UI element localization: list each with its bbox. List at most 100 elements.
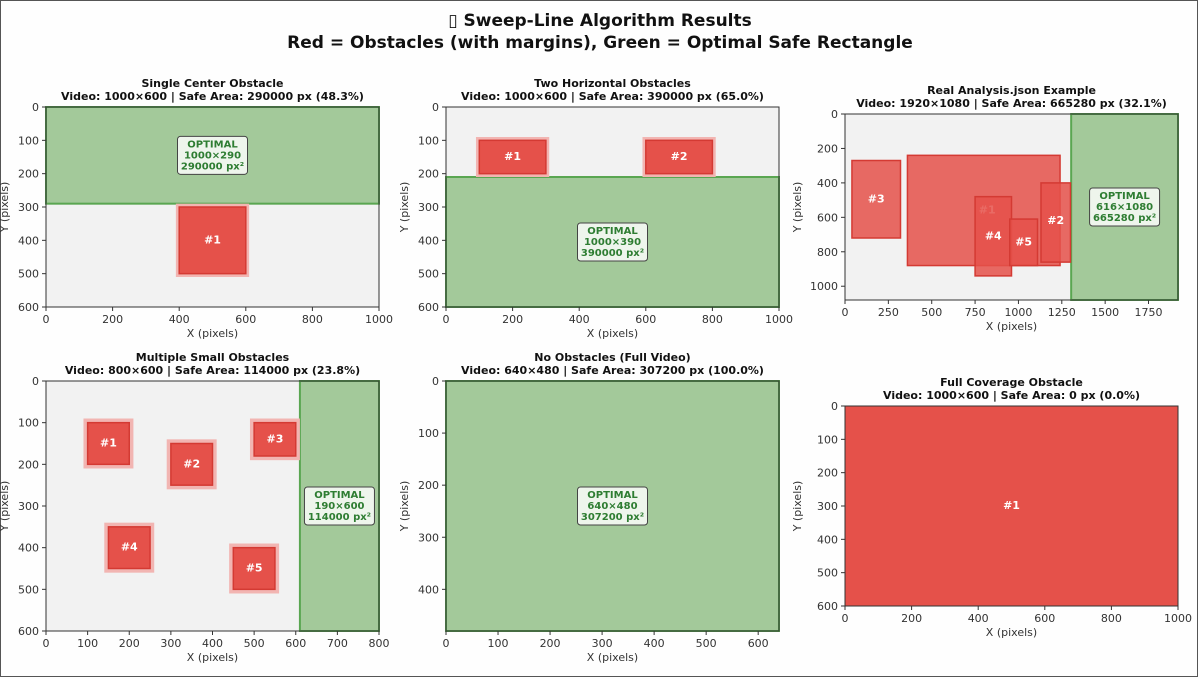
y-tick-label: 300	[18, 201, 39, 214]
x-tick-label: 400	[569, 313, 590, 326]
x-tick-label: 1500	[1091, 306, 1119, 319]
obstacle-rectangle	[974, 195, 1013, 277]
y-tick-label: 200	[18, 168, 39, 181]
optimal-label-box	[1089, 187, 1161, 227]
y-tick-label: 600	[817, 600, 838, 613]
y-axis-label: Y (pixels)	[398, 481, 411, 533]
subplot-subtitle: Video: 800×600 | Safe Area: 114000 px (2…	[65, 364, 360, 377]
y-axis-label: Y (pixels)	[0, 182, 11, 234]
y-axis-label: Y (pixels)	[0, 481, 11, 533]
y-axis-label: Y (pixels)	[791, 481, 804, 533]
y-tick-label: 100	[418, 427, 439, 440]
obstacle-label: #1	[504, 150, 521, 163]
x-tick-label: 300	[592, 637, 613, 650]
obstacle-label: #2	[1047, 214, 1064, 227]
x-tick-label: 800	[702, 313, 723, 326]
optimal-label-line: 1000×290	[184, 150, 241, 161]
optimal-label-line: OPTIMAL	[587, 490, 638, 501]
obstacle-label: #1	[204, 233, 221, 246]
optimal-label-line: 1000×390	[584, 237, 641, 248]
subplot-title: Two Horizontal Obstacles	[534, 77, 691, 90]
obstacle-rectangle	[232, 546, 276, 591]
optimal-label-box	[577, 486, 648, 526]
x-tick-label: 800	[1101, 612, 1122, 625]
x-tick-label: 200	[119, 637, 140, 650]
y-tick-label: 300	[18, 500, 39, 513]
optimal-label-line: 665280 px²	[1093, 213, 1156, 224]
subplot-title: Real Analysis.json Example	[927, 84, 1096, 97]
x-tick-label: 400	[968, 612, 989, 625]
x-tick-label: 1250	[1048, 306, 1076, 319]
x-tick-label: 800	[369, 637, 390, 650]
obstacle-rectangle	[645, 139, 714, 175]
x-axis-label: X (pixels)	[187, 327, 238, 340]
y-tick-label: 200	[18, 458, 39, 471]
obstacle-label: #1	[1003, 499, 1020, 512]
x-tick-label: 500	[244, 637, 265, 650]
x-tick-label: 200	[540, 637, 561, 650]
obstacle-rectangle	[1040, 182, 1072, 263]
obstacle-label: #5	[1015, 235, 1032, 248]
x-tick-label: 300	[160, 637, 181, 650]
optimal-label-line: 390000 px²	[581, 248, 644, 259]
subplot-title: Multiple Small Obstacles	[136, 351, 290, 364]
y-tick-label: 400	[817, 177, 838, 190]
x-tick-label: 200	[901, 612, 922, 625]
optimal-label-line: 640×480	[587, 501, 637, 512]
x-tick-label: 200	[102, 313, 123, 326]
obstacle-rectangle	[1009, 218, 1039, 267]
subplot-title: No Obstacles (Full Video)	[534, 351, 690, 364]
optimal-label-line: 190×600	[314, 501, 364, 512]
y-tick-label: 300	[418, 531, 439, 544]
y-tick-label: 400	[418, 234, 439, 247]
y-tick-label: 0	[32, 101, 39, 114]
obstacle-rectangle	[478, 139, 547, 175]
x-axis-label: X (pixels)	[187, 651, 238, 664]
y-tick-label: 200	[418, 168, 439, 181]
x-tick-label: 600	[635, 313, 656, 326]
y-tick-label: 300	[418, 201, 439, 214]
obstacle-rectangle	[170, 442, 214, 486]
obstacle-label: #4	[121, 541, 138, 554]
x-tick-label: 500	[921, 306, 942, 319]
x-axis-label: X (pixels)	[986, 320, 1037, 333]
x-tick-label: 1000	[1004, 306, 1032, 319]
optimal-label-line: OPTIMAL	[187, 139, 238, 150]
subplot-subtitle: Video: 1920×1080 | Safe Area: 665280 px …	[856, 97, 1167, 110]
subplot-subtitle: Video: 1000×600 | Safe Area: 290000 px (…	[61, 90, 364, 103]
obstacle-rectangle	[845, 406, 1178, 606]
y-tick-label: 500	[18, 268, 39, 281]
optimal-label-box	[577, 222, 648, 262]
x-tick-label: 1750	[1135, 306, 1163, 319]
y-tick-label: 400	[18, 234, 39, 247]
y-tick-label: 500	[418, 268, 439, 281]
obstacle-label: #2	[671, 150, 688, 163]
x-tick-label: 0	[43, 637, 50, 650]
y-tick-label: 0	[432, 101, 439, 114]
x-tick-label: 1000	[365, 313, 393, 326]
y-tick-label: 100	[418, 134, 439, 147]
x-tick-label: 400	[169, 313, 190, 326]
subplot-title: Single Center Obstacle	[141, 77, 283, 90]
obstacle-label: #2	[183, 457, 200, 470]
x-tick-label: 600	[235, 313, 256, 326]
x-tick-label: 800	[302, 313, 323, 326]
y-tick-label: 0	[432, 375, 439, 388]
subplot-5: No Obstacles (Full Video)Video: 640×480 …	[398, 351, 780, 664]
x-tick-label: 400	[644, 637, 665, 650]
x-tick-label: 600	[1034, 612, 1055, 625]
y-tick-label: 100	[18, 417, 39, 430]
y-tick-label: 200	[418, 479, 439, 492]
obstacle-label: #3	[267, 432, 284, 445]
x-axis-label: X (pixels)	[587, 327, 638, 340]
obstacle-rectangle	[107, 526, 151, 570]
subplot-subtitle: Video: 640×480 | Safe Area: 307200 px (1…	[461, 364, 764, 377]
x-tick-label: 1000	[1164, 612, 1192, 625]
x-tick-label: 750	[965, 306, 986, 319]
